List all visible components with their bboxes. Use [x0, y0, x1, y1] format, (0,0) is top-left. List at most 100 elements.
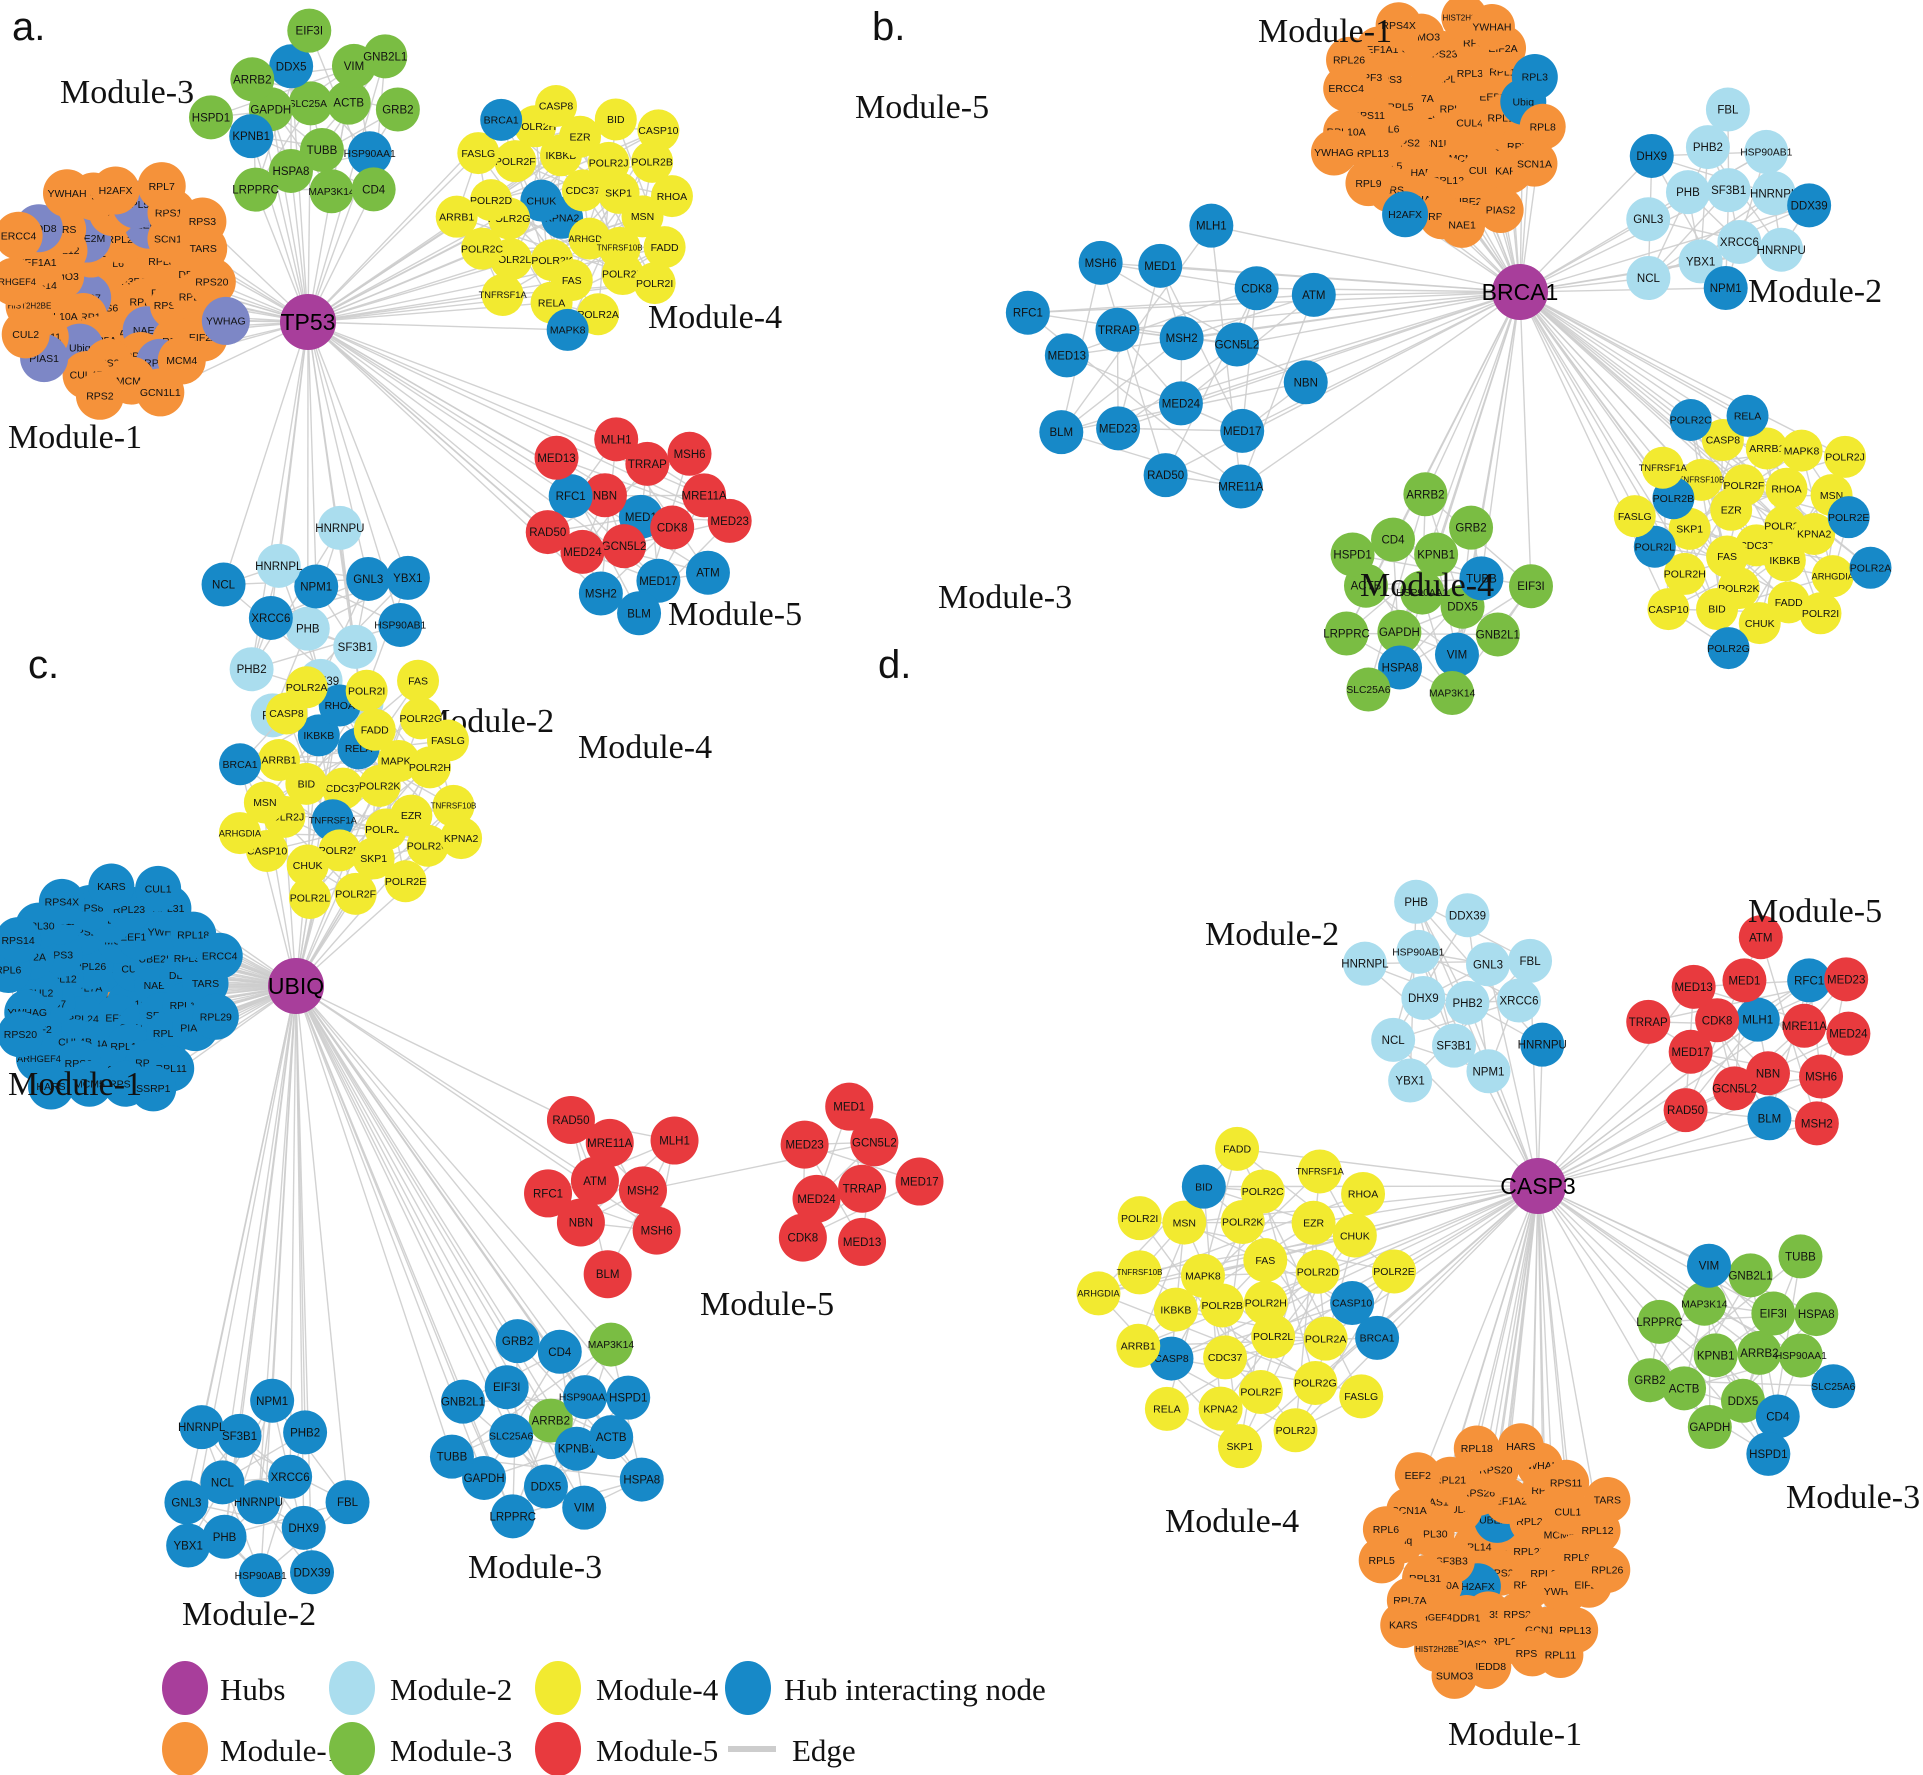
network-node-ACTB — [1662, 1366, 1707, 1411]
node-label-POLR2I: POLR2I — [636, 278, 673, 290]
node-label-FBL: FBL — [1717, 105, 1739, 117]
node-label-SCN1A: SCN1A — [1517, 158, 1552, 170]
edge — [307, 321, 730, 522]
network-node-DHX9 — [1629, 133, 1674, 178]
node-label-EIF3I: EIF3I — [1517, 581, 1544, 593]
node-label-ARRB2: ARRB2 — [1406, 489, 1444, 501]
node-label-PIAS1: PIAS1 — [29, 353, 59, 365]
node-label-FASLG: FASLG — [1618, 511, 1652, 523]
node-label-GNL3: GNL3 — [171, 1497, 201, 1509]
network-node-CDK8 — [778, 1213, 827, 1262]
node-label-GCN5L2: GCN5L2 — [1712, 1083, 1757, 1095]
node-label-CASP10: CASP10 — [247, 846, 287, 858]
network-node-PHB — [1394, 879, 1439, 924]
network-node-MRE11A — [1218, 464, 1263, 509]
network-node-GNL3 — [1626, 197, 1671, 242]
network-node-HSP90AB1 — [238, 1553, 283, 1598]
network-node-HSP90AB1 — [378, 602, 423, 647]
network-node-RPL26 — [1326, 36, 1373, 83]
network-node-SLC25A6 — [1346, 667, 1391, 712]
node-label-ARHGDIA: ARHGDIA — [1077, 1289, 1120, 1299]
network-node-RAD50 — [1663, 1088, 1708, 1133]
network-node-BLM — [583, 1250, 632, 1299]
network-node-CD4 — [1371, 517, 1416, 562]
node-label-ARHGEF4: ARHGEF4 — [1408, 1613, 1452, 1623]
network-node-HARS — [1497, 1423, 1544, 1470]
node-label-RPL26: RPL26 — [74, 961, 106, 973]
node-label-NCL: NCL — [211, 1477, 235, 1489]
network-node-ARHGDIA — [1076, 1271, 1121, 1316]
panel-a: SLC25A6 TUBB GAPDH ACTB HSPA8 DDX5 HSP90AA1 KPN… — [0, 5, 802, 740]
network-node-POLR2L — [1633, 525, 1676, 568]
node-label-NBN: NBN — [1756, 1068, 1780, 1080]
legend-label-edge: Edge — [792, 1733, 856, 1768]
network-node-LRPPRC — [490, 1494, 535, 1539]
edge — [295, 985, 596, 1182]
network-node-ERCC4 — [196, 932, 243, 979]
network-node-ACTB — [589, 1415, 634, 1460]
node-label-DDX39: DDX39 — [1449, 910, 1486, 922]
network-node-POLR2E — [1827, 496, 1870, 539]
network-node-GNB2L1 — [441, 1379, 486, 1424]
network-node-MED13 — [1671, 964, 1716, 1009]
network-node-CD4 — [351, 167, 396, 212]
network-node-RPS4X — [38, 878, 85, 925]
network-node-FAS — [1243, 1238, 1288, 1283]
node-label-GAPDH: GAPDH — [250, 104, 291, 116]
network-node-BID — [285, 762, 328, 805]
edge — [1262, 1191, 1317, 1384]
network-node-FASLG — [1613, 495, 1656, 538]
network-node-FASLG — [426, 719, 469, 762]
node-label-RPS2: RPS2 — [86, 390, 114, 402]
node-label-EIF3I: EIF3I — [296, 26, 323, 38]
network-node-CUL2 — [1, 310, 50, 359]
network-node-HSPD1 — [1746, 1431, 1791, 1476]
network-node-CASP8 — [535, 85, 578, 128]
edge — [1519, 204, 1810, 293]
network-node-GNL3 — [1465, 942, 1510, 987]
node-label-FASLG: FASLG — [461, 148, 495, 160]
network-node-BLM — [1039, 410, 1084, 455]
network-node-POLR2I — [633, 262, 676, 305]
node-label-MSN: MSN — [253, 797, 276, 809]
network-node-TNFRSF1A — [1641, 446, 1684, 489]
node-label-BID: BID — [298, 779, 316, 791]
network-node-ARRB2 — [230, 57, 275, 102]
edge — [1537, 1185, 1760, 1354]
node-label-EZR: EZR — [570, 131, 591, 143]
node-label-FASLG: FASLG — [1344, 1391, 1378, 1403]
node-label-FAS: FAS — [1255, 1255, 1275, 1267]
network-node-POLR2B — [631, 140, 674, 183]
node-label-RELA: RELA — [1734, 410, 1761, 422]
legend-swatch-module-1 — [162, 1722, 208, 1775]
network-node-RFC1 — [524, 1169, 573, 1218]
network-node-MSN — [621, 195, 664, 238]
node-label-HIST2H2BE: HIST2H2BE — [1443, 13, 1487, 22]
node-label-FBL: FBL — [1520, 956, 1542, 968]
node-label-EZR: EZR — [1303, 1217, 1324, 1229]
network-node-POLR2I — [1799, 592, 1842, 635]
network-node-POLR2E — [601, 253, 644, 296]
node-label-MED1: MED1 — [1144, 261, 1176, 273]
network-node-GCN5L2 — [1214, 322, 1259, 367]
node-label-RELA: RELA — [1153, 1404, 1180, 1416]
node-label-MSH2: MSH2 — [1166, 333, 1198, 345]
network-node-ARRB1 — [1745, 427, 1788, 470]
node-label-ACTB: ACTB — [333, 98, 364, 110]
network-node-CHUK — [1738, 602, 1781, 645]
edge — [1424, 291, 1521, 495]
edge — [295, 985, 612, 1346]
node-label-MAP3K14: MAP3K14 — [588, 1340, 635, 1351]
node-label-EIF3I: EIF3I — [1760, 1309, 1787, 1321]
node-label-GAPDH: GAPDH — [1379, 627, 1420, 639]
node-label-MSH6: MSH6 — [674, 449, 706, 461]
node-label-HSPA8: HSPA8 — [1798, 1309, 1835, 1321]
node-label-RPL18: RPL18 — [1461, 1443, 1493, 1455]
node-label-SLC25A6: SLC25A6 — [1346, 685, 1390, 696]
node-label-GRB2: GRB2 — [382, 105, 413, 117]
node-label-ARRB2: ARRB2 — [532, 1416, 570, 1428]
network-node-FBL — [1705, 87, 1750, 132]
network-node-GAPDH — [1687, 1405, 1732, 1450]
network-node-HSPD1 — [606, 1375, 651, 1420]
network-node-MSH2 — [1159, 316, 1204, 361]
